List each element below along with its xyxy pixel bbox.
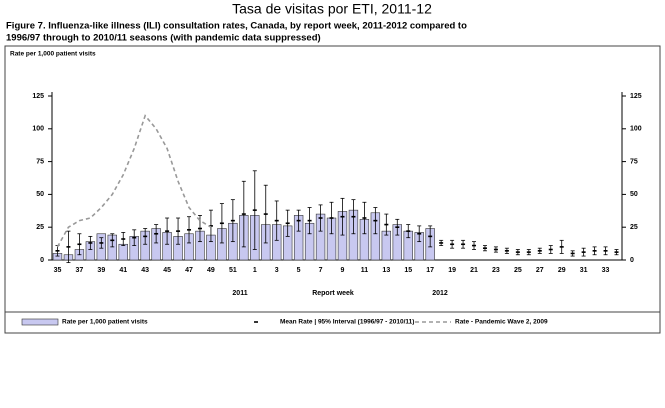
x-tick-label: 11 [361,267,369,274]
x-tick-label: 47 [185,267,193,274]
y-tick-label: 125 [32,93,44,100]
chart-title: Tasa de visitas por ETI, 2011-12 [232,1,432,17]
x-axis-label: Report week [312,290,354,297]
frame [4,45,661,334]
x-tick-label: 37 [76,267,84,274]
subtitle: Figure 7. Influenza-like illness (ILI) c… [6,21,467,32]
pandemic-line [56,114,212,248]
x-tick-label: 29 [558,267,566,274]
x-tick-label: 23 [492,267,500,274]
x-tick-label: 39 [97,267,105,274]
y2-tick-label: 50 [630,191,638,198]
x-tick-label: 21 [470,267,478,274]
y2-tick-label: 0 [630,257,634,264]
y2-tick-label: 125 [630,93,642,100]
x-tick-label: 49 [207,267,215,274]
x-tick-label: 45 [163,267,171,274]
legend-label: Rate per 1,000 patient visits [62,319,148,326]
x-tick-label: 25 [514,267,522,274]
y-tick-label: 50 [36,191,44,198]
x-tick-label: 9 [341,267,345,274]
x-tick-label: 43 [141,267,149,274]
x-tick-label: 13 [382,267,390,274]
y-axis-label: Rate per 1,000 patient visits [10,51,96,58]
annotation: 2012 [432,290,448,297]
subtitle: 1996/97 through to 2010/11 seasons (with… [6,33,321,44]
x-tick-label: 15 [404,267,412,274]
y-tick-label: 75 [36,158,44,165]
y-tick-label: 0 [40,257,44,264]
annotation: 2011 [232,290,247,297]
x-tick-label: 35 [54,267,62,274]
x-tick-label: 33 [602,267,610,274]
y2-tick-label: 75 [630,158,638,165]
x-tick-label: 17 [426,267,434,274]
x-tick-label: 1 [253,267,257,274]
y-tick-label: 100 [32,126,44,133]
bar [118,243,128,261]
legend-label: Mean Rate | 95% Interval (1996/97 - 2010… [280,319,414,326]
x-tick-label: 51 [229,267,237,274]
x-tick-label: 3 [275,267,279,274]
x-tick-label: 31 [580,267,588,274]
legend-label: Rate - Pandemic Wave 2, 2009 [455,319,548,326]
y-tick-label: 25 [36,224,44,231]
x-tick-label: 41 [119,267,127,274]
y2-tick-label: 25 [630,224,638,231]
x-tick-label: 27 [536,267,544,274]
x-tick-label: 19 [448,267,456,274]
x-tick-label: 5 [297,267,301,274]
x-tick-label: 7 [319,267,323,274]
legend-swatch [21,318,59,326]
y2-tick-label: 100 [630,126,642,133]
